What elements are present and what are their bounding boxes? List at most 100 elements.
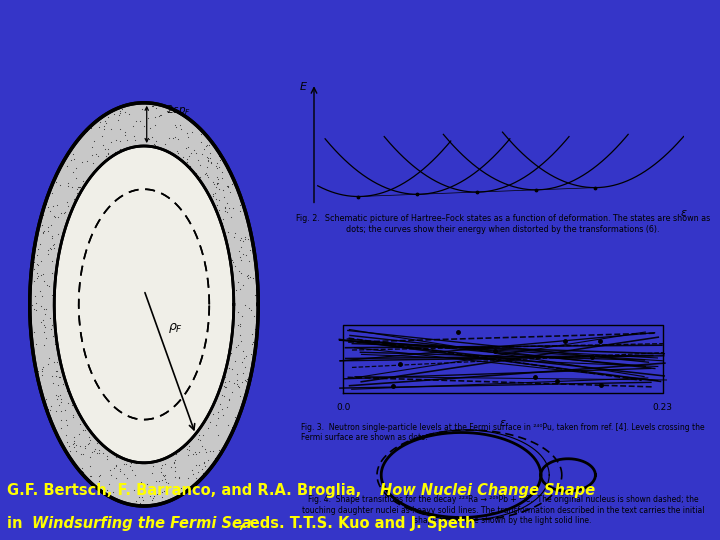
Point — [48, 294, 59, 303]
Point — [204, 159, 216, 167]
Point — [35, 301, 47, 310]
Point — [37, 340, 49, 349]
Point — [219, 192, 230, 201]
Point — [189, 146, 200, 154]
Point — [37, 363, 48, 372]
Point — [68, 439, 79, 448]
Point — [36, 370, 48, 379]
Point — [71, 184, 83, 193]
Text: Fig. 3.  Neutron single-particle levels at the Fermi surface in ²⁴⁰Pu, taken fro: Fig. 3. Neutron single-particle levels a… — [301, 422, 705, 442]
Point — [121, 460, 132, 469]
Point — [94, 446, 105, 454]
Point — [135, 479, 147, 488]
Point — [109, 147, 121, 156]
Point — [54, 181, 66, 190]
Point — [37, 228, 49, 237]
Point — [71, 173, 82, 182]
Point — [44, 244, 55, 253]
Point — [114, 145, 126, 153]
Point — [35, 240, 46, 248]
Point — [99, 117, 110, 125]
Point — [114, 125, 125, 133]
Point — [105, 124, 117, 133]
Point — [144, 483, 156, 491]
Point — [200, 168, 212, 177]
Point — [65, 156, 76, 165]
Point — [250, 291, 261, 300]
Point — [230, 343, 241, 352]
Point — [48, 241, 59, 249]
Point — [213, 446, 225, 454]
Point — [189, 146, 200, 154]
Point — [194, 173, 206, 181]
Point — [217, 186, 229, 194]
Point — [34, 287, 45, 295]
Point — [73, 183, 84, 192]
Point — [99, 125, 110, 133]
Point — [55, 424, 66, 433]
Point — [59, 406, 71, 415]
Point — [144, 124, 156, 133]
Point — [221, 199, 233, 208]
Point — [70, 197, 81, 206]
Point — [159, 470, 171, 479]
Point — [221, 181, 233, 190]
Point — [222, 181, 233, 190]
Point — [94, 487, 106, 495]
Point — [76, 158, 88, 166]
Point — [210, 421, 222, 429]
Point — [219, 204, 230, 212]
Point — [58, 208, 69, 217]
Point — [236, 377, 248, 386]
Text: Fig. 2.  Schematic picture of Hartree–Fock states as a function of deformation. : Fig. 2. Schematic picture of Hartree–Foc… — [296, 214, 710, 234]
Point — [243, 271, 254, 280]
Point — [216, 391, 228, 400]
Point — [83, 440, 94, 449]
Point — [89, 445, 101, 454]
Point — [66, 183, 78, 192]
Point — [151, 490, 163, 498]
Point — [210, 194, 222, 203]
Point — [140, 102, 151, 111]
Point — [73, 430, 85, 438]
Point — [223, 395, 235, 403]
Point — [72, 189, 84, 198]
Point — [47, 189, 58, 198]
Point — [149, 120, 161, 129]
Point — [53, 401, 65, 410]
Point — [207, 178, 219, 186]
Point — [194, 160, 205, 169]
Point — [96, 158, 108, 166]
Point — [50, 212, 61, 221]
Point — [239, 233, 251, 242]
Point — [203, 141, 215, 150]
Point — [153, 477, 165, 485]
Point — [212, 179, 223, 188]
Point — [229, 356, 240, 365]
Point — [50, 391, 61, 400]
Point — [238, 354, 250, 363]
Point — [204, 148, 215, 157]
Point — [124, 462, 135, 470]
Point — [77, 418, 89, 427]
Point — [223, 377, 235, 386]
Point — [51, 200, 63, 209]
Point — [220, 373, 231, 382]
Point — [45, 416, 57, 425]
Point — [208, 180, 220, 189]
Point — [174, 447, 185, 455]
Point — [183, 450, 194, 459]
Point — [235, 337, 247, 346]
Point — [237, 347, 248, 355]
Point — [246, 236, 257, 245]
Point — [76, 185, 88, 194]
Point — [113, 148, 125, 157]
Point — [246, 236, 257, 245]
Point — [158, 472, 170, 481]
Point — [136, 105, 148, 113]
Point — [239, 376, 251, 384]
Point — [147, 461, 158, 470]
Point — [168, 458, 180, 467]
Point — [103, 491, 114, 500]
Point — [154, 110, 166, 119]
